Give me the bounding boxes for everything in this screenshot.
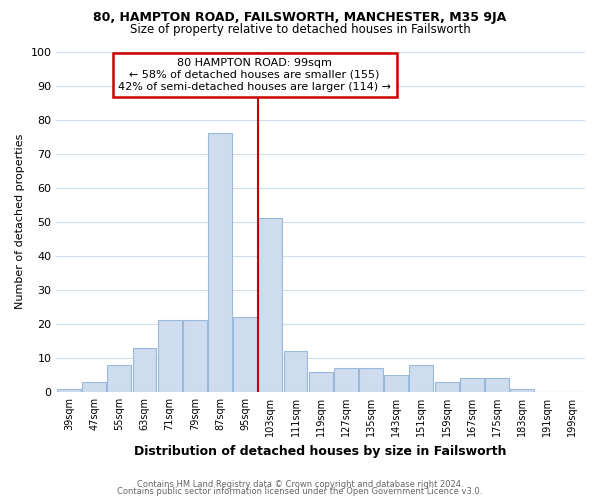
Bar xyxy=(485,378,509,392)
Bar xyxy=(434,382,458,392)
Bar xyxy=(359,368,383,392)
X-axis label: Distribution of detached houses by size in Failsworth: Distribution of detached houses by size … xyxy=(134,444,507,458)
Y-axis label: Number of detached properties: Number of detached properties xyxy=(15,134,25,310)
Bar xyxy=(309,372,332,392)
Bar xyxy=(259,218,283,392)
Bar xyxy=(334,368,358,392)
Text: 80, HAMPTON ROAD, FAILSWORTH, MANCHESTER, M35 9JA: 80, HAMPTON ROAD, FAILSWORTH, MANCHESTER… xyxy=(94,11,506,24)
Bar xyxy=(460,378,484,392)
Text: Contains public sector information licensed under the Open Government Licence v3: Contains public sector information licen… xyxy=(118,487,482,496)
Text: Size of property relative to detached houses in Failsworth: Size of property relative to detached ho… xyxy=(130,22,470,36)
Bar xyxy=(284,351,307,392)
Bar xyxy=(57,388,81,392)
Bar xyxy=(82,382,106,392)
Bar xyxy=(384,375,408,392)
Bar xyxy=(233,317,257,392)
Text: 80 HAMPTON ROAD: 99sqm
← 58% of detached houses are smaller (155)
42% of semi-de: 80 HAMPTON ROAD: 99sqm ← 58% of detached… xyxy=(118,58,391,92)
Bar xyxy=(510,388,534,392)
Text: Contains HM Land Registry data © Crown copyright and database right 2024.: Contains HM Land Registry data © Crown c… xyxy=(137,480,463,489)
Bar xyxy=(409,364,433,392)
Bar xyxy=(158,320,182,392)
Bar xyxy=(183,320,207,392)
Bar xyxy=(133,348,157,392)
Bar xyxy=(107,364,131,392)
Bar xyxy=(208,133,232,392)
